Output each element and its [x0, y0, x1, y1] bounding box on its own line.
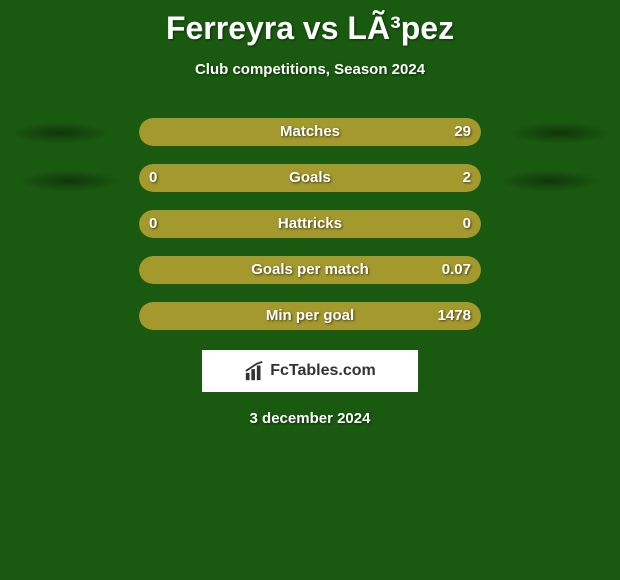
stat-value-left: 0	[149, 164, 157, 192]
stat-row: Goals per match0.07	[139, 256, 481, 284]
page-title: Ferreyra vs LÃ³pez	[0, 10, 620, 47]
stat-label: Hattricks	[139, 210, 481, 238]
stat-value-right: 0	[463, 210, 471, 238]
comparison-section: Matches29Goals02Hattricks00Goals per mat…	[0, 118, 620, 330]
stat-row: Hattricks0 0	[139, 210, 481, 238]
player-shadow-right-2	[498, 170, 602, 192]
stat-value-right: 1478	[438, 302, 471, 330]
chart-icon	[244, 360, 266, 382]
stat-value-right: 2	[463, 164, 471, 192]
stat-row: Matches29	[139, 118, 481, 146]
stat-value-left: 0	[149, 210, 157, 238]
stats-container: Matches29Goals02Hattricks00Goals per mat…	[0, 118, 620, 330]
stat-label: Goals	[139, 164, 481, 192]
footer-date: 3 december 2024	[0, 410, 620, 427]
main-container: Ferreyra vs LÃ³pez Club competitions, Se…	[0, 0, 620, 427]
subtitle: Club competitions, Season 2024	[0, 61, 620, 78]
footer-logo-box: FcTables.com	[202, 350, 418, 392]
footer-logo-text: FcTables.com	[270, 362, 376, 380]
stat-label: Matches	[139, 118, 481, 146]
player-shadow-left-1	[8, 122, 112, 144]
player-shadow-right-1	[508, 122, 612, 144]
player-shadow-left-2	[18, 170, 122, 192]
footer-logo: FcTables.com	[244, 360, 376, 382]
stat-label: Goals per match	[139, 256, 481, 284]
stat-row: Goals0 2	[139, 164, 481, 192]
stat-row: Min per goal1478	[139, 302, 481, 330]
stat-value-right: 29	[454, 118, 471, 146]
stat-label: Min per goal	[139, 302, 481, 330]
stat-value-right: 0.07	[442, 256, 471, 284]
